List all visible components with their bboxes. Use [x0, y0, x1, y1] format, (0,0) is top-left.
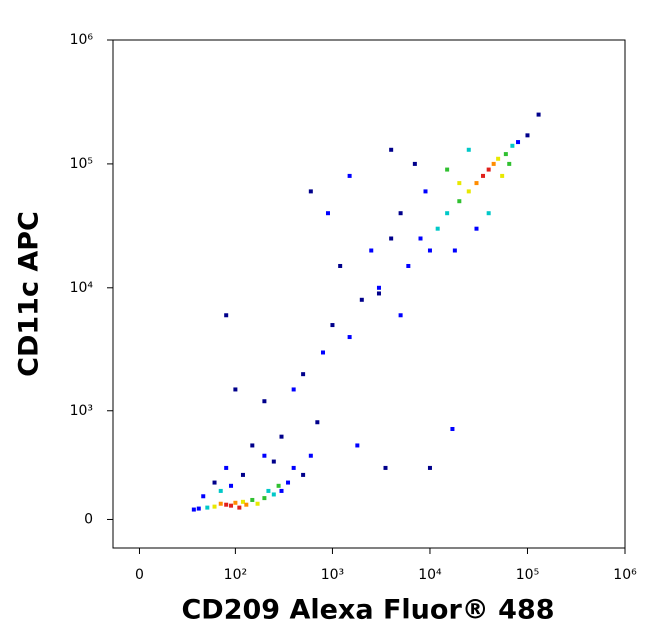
event-dot — [237, 505, 242, 510]
event-dot — [500, 173, 505, 178]
event-dot — [233, 500, 238, 505]
event-dot — [525, 133, 530, 138]
event-dot — [229, 503, 234, 508]
y-tick-label: 10⁵ — [70, 156, 93, 172]
event-dot — [224, 313, 229, 318]
x-tick-label: 0 — [135, 567, 144, 583]
event-dot — [452, 248, 457, 253]
event-dot — [474, 226, 479, 231]
event-dot — [347, 335, 352, 340]
event-dot — [262, 496, 267, 501]
event-dot — [240, 499, 245, 504]
event-dot — [389, 236, 394, 241]
event-dot — [418, 236, 423, 241]
event-dot — [201, 494, 206, 499]
event-dot — [347, 173, 352, 178]
event-dot — [406, 263, 411, 268]
event-dot — [233, 387, 238, 392]
event-dot — [212, 504, 217, 509]
event-dot — [291, 465, 296, 470]
event-dot — [486, 211, 491, 216]
event-dot — [325, 211, 330, 216]
event-dot — [486, 167, 491, 172]
event-dot — [427, 248, 432, 253]
event-dot — [450, 427, 455, 432]
event-dot — [398, 211, 403, 216]
event-dot — [291, 387, 296, 392]
event-dot — [412, 161, 417, 166]
event-dot — [244, 502, 249, 507]
event-dot — [262, 399, 267, 404]
x-tick-label: 10⁴ — [418, 567, 442, 583]
event-dot — [369, 248, 374, 253]
event-dot — [445, 167, 450, 172]
x-axis-title: CD209 Alexa Fluor® 488 — [181, 595, 554, 626]
event-dot — [315, 420, 320, 425]
event-dot — [376, 285, 381, 290]
event-dot — [510, 143, 515, 148]
x-tick-label: 10⁶ — [613, 567, 637, 583]
event-dot — [383, 465, 388, 470]
event-dot — [301, 372, 306, 377]
event-dot — [279, 434, 284, 439]
y-tick-label: 10³ — [70, 403, 93, 419]
event-dot — [271, 459, 276, 464]
event-dot — [536, 112, 541, 117]
x-tick-label: 10³ — [321, 567, 344, 583]
event-dot — [330, 323, 335, 328]
event-dot — [240, 472, 245, 477]
event-dot — [376, 291, 381, 296]
event-dot — [308, 189, 313, 194]
event-dot — [474, 181, 479, 186]
event-dot — [389, 147, 394, 152]
event-dot — [435, 226, 440, 231]
event-dot — [457, 181, 462, 186]
event-dot — [466, 189, 471, 194]
event-dot — [427, 465, 432, 470]
event-dot — [423, 189, 428, 194]
event-dot — [496, 156, 501, 161]
event-dot — [279, 488, 284, 493]
event-dot — [205, 505, 210, 510]
event-dot — [507, 161, 512, 166]
event-dot — [445, 211, 450, 216]
event-dot — [255, 501, 260, 506]
event-dot — [276, 483, 281, 488]
event-dot — [266, 488, 271, 493]
event-dot — [218, 501, 223, 506]
event-dot — [321, 350, 326, 355]
event-dot — [191, 507, 196, 512]
event-dot — [457, 199, 462, 204]
event-dot — [229, 483, 234, 488]
event-dot — [218, 488, 223, 493]
event-dot — [516, 140, 521, 145]
event-dot — [466, 147, 471, 152]
event-dot — [196, 506, 201, 511]
event-dot — [250, 497, 255, 502]
event-dot — [286, 480, 291, 485]
event-dot — [224, 502, 229, 507]
event-dot — [271, 492, 276, 497]
event-dot — [491, 161, 496, 166]
y-tick-label: 10⁴ — [70, 280, 94, 296]
event-dot — [359, 297, 364, 302]
event-dot — [212, 480, 217, 485]
event-dot — [355, 443, 360, 448]
event-dot — [250, 443, 255, 448]
event-dot — [301, 472, 306, 477]
event-dot — [481, 173, 486, 178]
x-tick-label: 10² — [224, 567, 247, 583]
event-dot — [398, 313, 403, 318]
event-dot — [224, 465, 229, 470]
plot-frame — [112, 39, 626, 549]
y-tick-label: 0 — [84, 511, 93, 527]
y-axis-title: CD11c APC — [14, 211, 45, 377]
event-dot — [308, 453, 313, 458]
y-tick-label: 10⁶ — [70, 32, 94, 48]
event-dot — [503, 152, 508, 157]
x-tick-label: 10⁵ — [516, 567, 539, 583]
event-dot — [338, 263, 343, 268]
event-dot — [262, 453, 267, 458]
